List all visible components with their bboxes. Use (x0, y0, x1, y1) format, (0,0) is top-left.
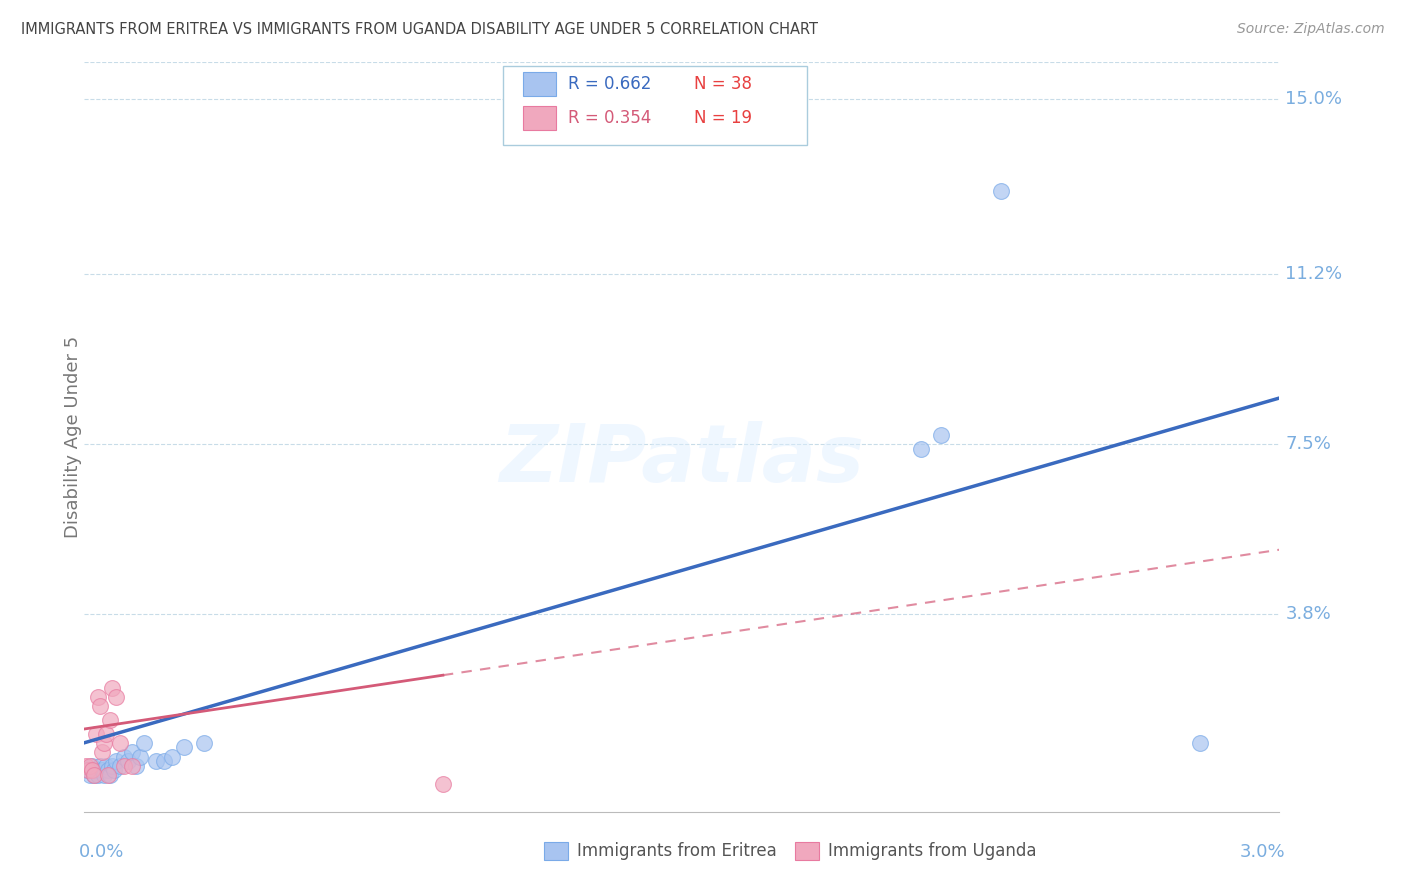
Point (160, 749, 183, 764)
Bar (523, 72, 557, 96)
Point (86, 764, 108, 778)
Text: ZIPatlas: ZIPatlas (499, 420, 865, 499)
Text: 0.0%: 0.0% (79, 843, 124, 861)
Point (129, 749, 152, 764)
Point (153, 754, 176, 768)
Point (91, 745, 114, 759)
FancyBboxPatch shape (503, 66, 807, 145)
Text: R = 0.662: R = 0.662 (568, 75, 652, 93)
Point (87, 768, 110, 782)
Text: Immigrants from Uganda: Immigrants from Uganda (828, 842, 1036, 860)
Point (93, 768, 115, 782)
Point (91, 764, 114, 778)
Point (432, 777, 454, 791)
Bar (796, 842, 820, 861)
Y-axis label: Disability Age Under 5: Disability Age Under 5 (65, 336, 82, 538)
Point (96, 758, 118, 772)
Text: IMMIGRANTS FROM ERITREA VS IMMIGRANTS FROM UGANDA DISABILITY AGE UNDER 5 CORRELA: IMMIGRANTS FROM ERITREA VS IMMIGRANTS FR… (21, 22, 818, 37)
Point (98, 768, 121, 782)
Point (89, 698, 111, 713)
Point (112, 758, 135, 772)
Point (97, 768, 120, 782)
Point (1188, 736, 1211, 750)
Point (105, 754, 128, 768)
Point (77, 764, 100, 778)
Point (82, 758, 104, 772)
Point (929, 427, 952, 442)
Point (105, 690, 128, 704)
Point (79, 768, 101, 782)
Point (101, 758, 124, 772)
Point (75, 764, 97, 778)
Point (83, 768, 105, 782)
Text: 15.0%: 15.0% (1285, 90, 1343, 108)
Point (101, 681, 124, 695)
Point (990, 184, 1012, 198)
Text: Source: ZipAtlas.com: Source: ZipAtlas.com (1237, 22, 1385, 37)
Text: 11.2%: 11.2% (1285, 265, 1343, 283)
Text: N = 19: N = 19 (695, 109, 752, 127)
Point (110, 736, 132, 750)
Point (132, 736, 156, 750)
Point (125, 758, 148, 772)
Text: R = 0.354: R = 0.354 (568, 109, 652, 127)
Point (87, 690, 110, 704)
Point (193, 736, 215, 750)
Bar (544, 842, 568, 861)
Point (121, 745, 143, 759)
Point (173, 740, 195, 755)
Point (103, 764, 125, 778)
Point (83, 768, 105, 782)
Point (145, 754, 167, 768)
Point (110, 758, 132, 772)
Point (98, 713, 121, 727)
Point (96, 726, 118, 740)
Point (910, 442, 932, 456)
Point (121, 758, 143, 772)
Point (117, 754, 139, 768)
Text: 3.0%: 3.0% (1240, 843, 1285, 861)
Point (82, 764, 104, 778)
Bar (523, 106, 557, 130)
Text: 3.8%: 3.8% (1285, 605, 1331, 623)
Point (79, 758, 101, 772)
Text: N = 38: N = 38 (695, 75, 752, 93)
Point (93, 736, 115, 750)
Point (75, 758, 97, 772)
Point (86, 726, 108, 740)
Point (89, 758, 111, 772)
Text: 7.5%: 7.5% (1285, 435, 1331, 453)
Point (97, 764, 120, 778)
Point (77, 764, 100, 778)
Point (112, 749, 135, 764)
Text: Immigrants from Eritrea: Immigrants from Eritrea (576, 842, 776, 860)
